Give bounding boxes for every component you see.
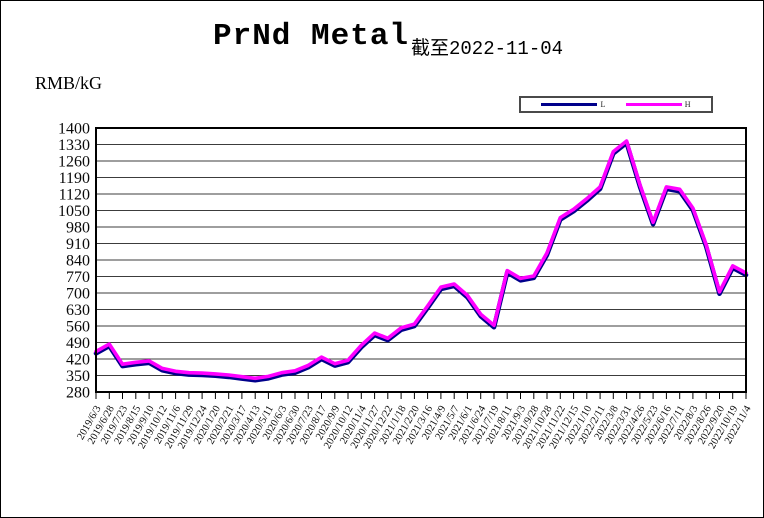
legend-swatch-H bbox=[625, 103, 682, 106]
legend-label-H: H bbox=[684, 99, 691, 109]
legend-item-L: L bbox=[541, 99, 606, 109]
svg-text:700: 700 bbox=[66, 286, 90, 303]
svg-text:280: 280 bbox=[66, 385, 90, 402]
svg-text:980: 980 bbox=[66, 220, 90, 237]
legend-label-L: L bbox=[600, 99, 606, 109]
svg-text:1120: 1120 bbox=[59, 187, 90, 204]
svg-text:630: 630 bbox=[66, 302, 90, 319]
svg-text:560: 560 bbox=[66, 319, 90, 336]
svg-text:350: 350 bbox=[66, 368, 90, 385]
svg-text:490: 490 bbox=[66, 335, 90, 352]
legend-item-H: H bbox=[625, 99, 691, 109]
y-axis-unit-label: RMB/kG bbox=[35, 73, 103, 93]
svg-text:770: 770 bbox=[66, 269, 90, 286]
svg-text:420: 420 bbox=[66, 352, 90, 369]
x-axis-tick-marks bbox=[95, 393, 747, 399]
series-line-H bbox=[94, 139, 748, 381]
svg-text:1190: 1190 bbox=[59, 170, 90, 187]
x-axis-date-labels: 2019/6/32019/6/282019/7/232019/8/152019/… bbox=[75, 403, 754, 451]
svg-text:840: 840 bbox=[66, 253, 90, 270]
series-line-L bbox=[93, 140, 749, 383]
plot-border bbox=[95, 127, 747, 393]
y-gridlines bbox=[96, 127, 746, 393]
svg-text:1330: 1330 bbox=[58, 137, 90, 154]
asof-date-label: 截至2022-11-04 bbox=[411, 38, 564, 60]
svg-text:1050: 1050 bbox=[58, 203, 90, 220]
chart-title: PrNd Metal bbox=[213, 19, 410, 54]
svg-text:1400: 1400 bbox=[58, 121, 90, 138]
svg-text:1260: 1260 bbox=[58, 154, 90, 171]
y-axis-tick-labels: 1400133012601190112010509809108407707006… bbox=[58, 121, 90, 402]
legend-swatch-L bbox=[541, 103, 598, 106]
svg-text:910: 910 bbox=[66, 236, 90, 253]
